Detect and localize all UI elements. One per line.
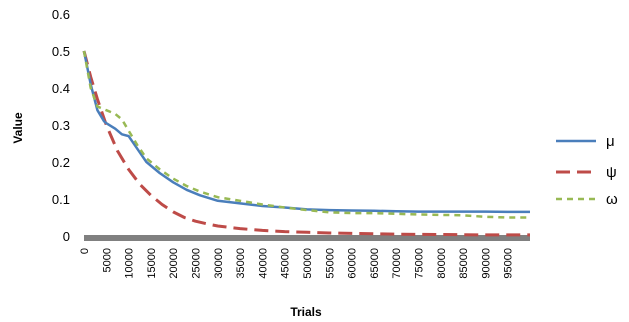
y-tick-label: 0.5 [52, 44, 70, 59]
x-tick-label: 70000 [391, 248, 403, 279]
series-line-2 [82, 50, 530, 219]
x-axis-line [84, 235, 530, 241]
y-tick-label: 0.6 [52, 7, 70, 22]
x-tick-label: 40000 [257, 248, 269, 279]
x-axis: 0 5000 10000 15000 20000 25000 30000 35000 40000… [79, 235, 530, 279]
x-tick-label: 15000 [146, 248, 158, 279]
legend: μψω [556, 133, 618, 208]
x-tick-label: 65000 [369, 248, 381, 279]
legend-label-0: μ [606, 133, 615, 150]
x-tick-label: 10000 [124, 248, 136, 279]
y-axis-title: Value [11, 112, 25, 144]
x-tick-label: 20000 [168, 248, 180, 279]
x-tick-label: 25000 [191, 248, 203, 279]
y-tick-label: 0.2 [52, 155, 70, 170]
x-tick-label: 90000 [480, 248, 492, 279]
y-tick-label: 0.1 [52, 192, 70, 207]
y-tick-label: 0 [63, 229, 70, 244]
x-tick-label: 50000 [302, 248, 314, 279]
x-tick-label: 80000 [436, 248, 448, 279]
x-tick-label: 30000 [213, 248, 225, 279]
x-axis-title: Trials [290, 305, 322, 319]
legend-label-2: ω [606, 191, 618, 208]
x-tick-label: 95000 [503, 248, 515, 279]
x-tick-label: 0 [79, 248, 91, 254]
x-tick-label: 45000 [280, 248, 292, 279]
x-tick-label: 85000 [458, 248, 470, 279]
series-line-1 [82, 50, 530, 237]
x-tick-label: 35000 [235, 248, 247, 279]
x-tick-label: 5000 [101, 248, 113, 272]
x-tick-label: 60000 [347, 248, 359, 279]
legend-label-1: ψ [606, 164, 617, 181]
x-tick-label: 75000 [414, 248, 426, 279]
x-tick-label: 55000 [324, 248, 336, 279]
series-line-0 [82, 50, 530, 214]
y-axis: 0 0.1 0.2 0.3 0.4 0.5 0.6 [52, 7, 70, 244]
series-layer [82, 50, 530, 237]
y-tick-label: 0.3 [52, 118, 70, 133]
y-tick-label: 0.4 [52, 81, 70, 96]
